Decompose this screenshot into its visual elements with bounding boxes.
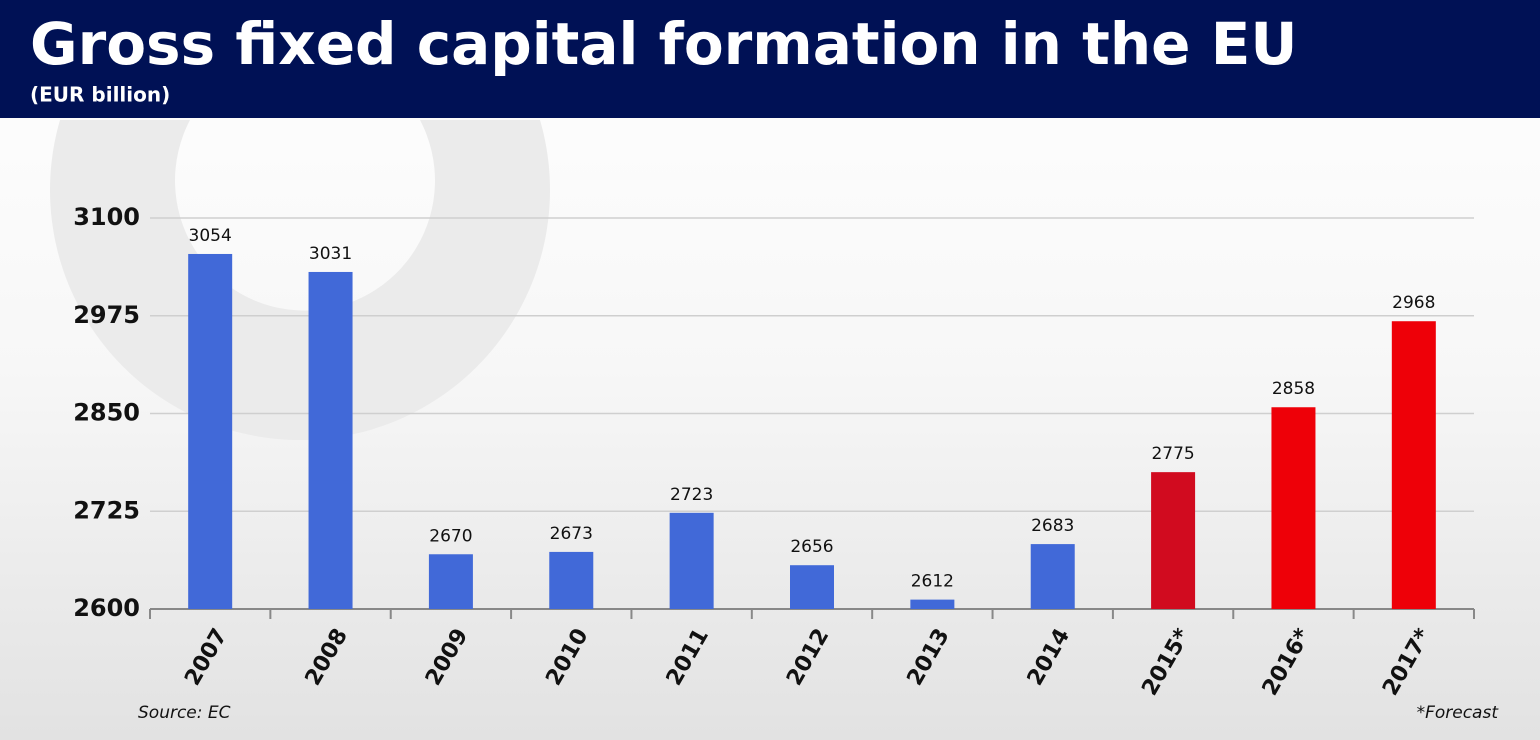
bar [428, 554, 473, 609]
value-label: 3031 [309, 244, 352, 264]
value-label: 2683 [1031, 516, 1074, 536]
value-label: 2775 [1151, 444, 1194, 464]
bar [790, 565, 834, 609]
bar [910, 599, 955, 609]
value-label: 2656 [790, 537, 833, 557]
value-label: 2858 [1272, 379, 1315, 399]
forecast-note: *Forecast [1417, 703, 1500, 723]
y-tick-label: 2975 [73, 301, 140, 329]
value-label: 2670 [429, 526, 472, 546]
bar [308, 271, 353, 609]
y-tick-label: 2850 [73, 399, 140, 427]
bar [1151, 472, 1196, 609]
chart-subtitle: (EUR billion) [30, 83, 170, 107]
value-label: 2723 [670, 485, 713, 505]
bar [669, 512, 714, 609]
source-note: Source: EC [138, 703, 231, 723]
decor-shape [49, 120, 550, 440]
y-tick-label: 3100 [73, 203, 140, 231]
y-tick-label: 2600 [73, 594, 140, 622]
bar [1391, 321, 1436, 609]
bar [188, 253, 233, 610]
value-label: 2968 [1392, 293, 1435, 313]
bar [1271, 407, 1316, 609]
bar [549, 551, 594, 609]
value-label: 3054 [189, 226, 232, 246]
chart-title: Gross fixed capital formation in the EU [30, 10, 1297, 78]
y-tick-label: 2725 [73, 496, 140, 524]
value-label: 2612 [911, 572, 954, 592]
value-label: 2673 [550, 524, 593, 544]
header-band [0, 0, 1540, 118]
bar [1030, 544, 1075, 609]
